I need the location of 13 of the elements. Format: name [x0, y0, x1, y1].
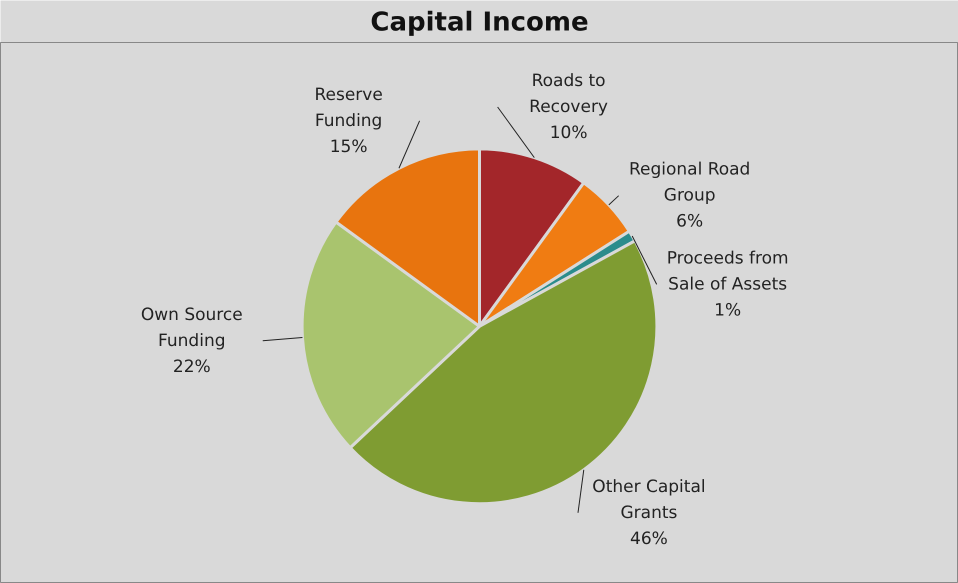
slice-label: Regional Road Group [628, 160, 750, 206]
data-label: 10% [550, 123, 588, 143]
slice-label: Proceeds from Sale of Assets [666, 248, 789, 294]
slice-label: Roads to Recovery [529, 71, 608, 117]
data-label: 22% [172, 356, 211, 377]
data-label: 6% [676, 212, 704, 232]
slice-label: Reserve Funding [314, 84, 383, 131]
slice-label: Own Source Funding [140, 304, 243, 351]
data-label: 1% [714, 300, 742, 320]
chart-title: Capital Income [370, 8, 589, 38]
data-label: 46% [630, 528, 668, 549]
slice-label: Other Capital Grants [592, 476, 706, 523]
data-label: 15% [330, 136, 368, 157]
